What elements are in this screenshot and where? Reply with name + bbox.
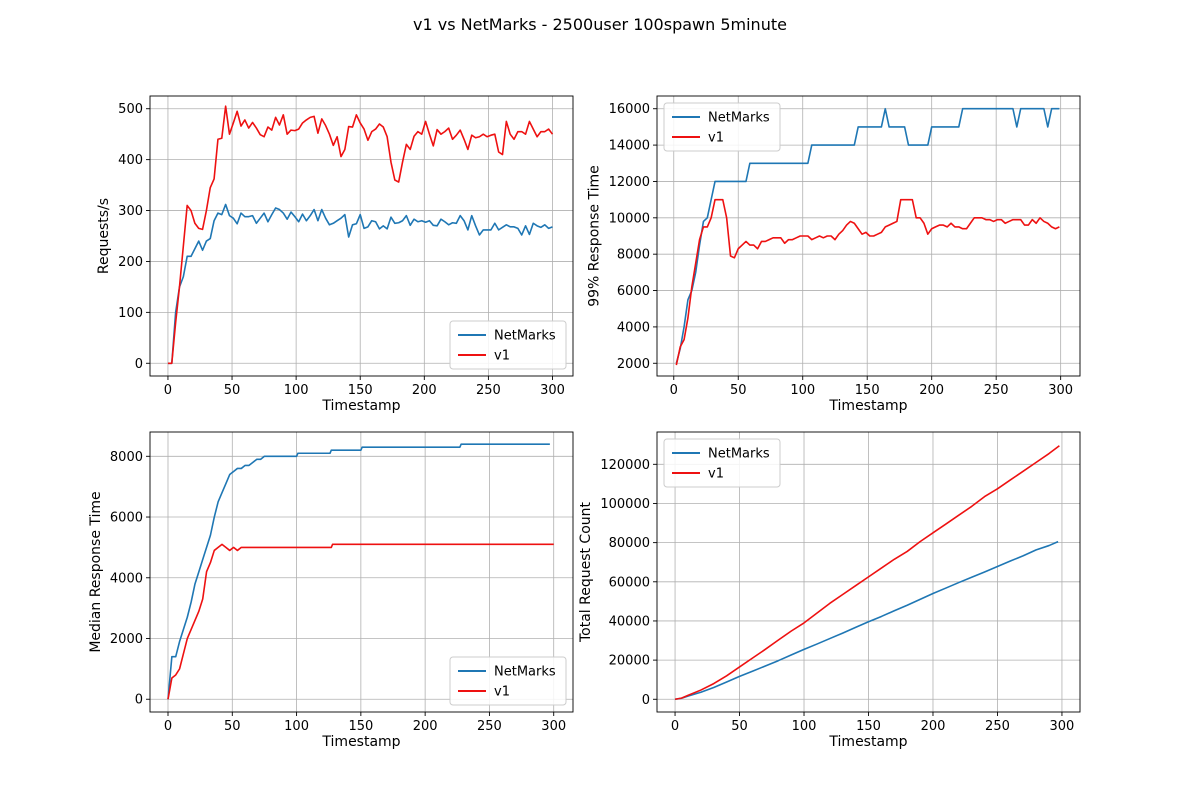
chart-rps-ytick-label-3: 300 [118,204,143,219]
chart-total-xtick-label-5: 250 [985,719,1010,734]
chart-rps-xtick-label-0: 0 [164,383,172,398]
chart-p99-ytick-label-0: 2000 [617,357,650,372]
chart-p99-ytick-label-6: 14000 [609,139,650,154]
chart-total-ylabel: Total Request Count [578,501,594,643]
chart-p99-ytick-label-5: 12000 [609,175,650,190]
chart-p99-legend-label-v1: v1 [708,131,724,146]
chart-median-xtick-label-5: 250 [477,719,502,734]
chart-total: 0 50 100 150 200 250 300 0 20000 40000 60000 80000 1… [578,432,1080,750]
chart-p99-xtick-label-6: 300 [1048,383,1073,398]
chart-median-xtick-label-3: 150 [348,719,373,734]
chart-total-legend-label-netmarks: NetMarks [708,447,770,462]
chart-median-legend-label-v1: v1 [494,685,510,700]
chart-rps-ytick-label-0: 0 [135,357,143,372]
chart-median-xtick-label-6: 300 [541,719,566,734]
chart-rps-legend-label-netmarks: NetMarks [494,329,556,344]
chart-total-ytick-label-4: 80000 [609,536,650,551]
chart-p99-series-v1-line [676,200,1059,365]
chart-rps-xtick-label-1: 50 [224,383,241,398]
chart-total-ytick-label-1: 20000 [609,654,650,669]
chart-total-ytick-label-3: 60000 [609,575,650,590]
chart-p99-legend-label-netmarks: NetMarks [708,111,770,126]
chart-median: 0 50 100 150 200 250 300 0 2000 4000 6000 8000 Times… [88,432,573,750]
chart-total-xtick-label-2: 100 [792,719,817,734]
chart-p99-xlabel: Timestamp [828,398,907,414]
chart-median-xtick-label-0: 0 [164,719,172,734]
chart-total-ytick-label-6: 120000 [600,458,650,473]
chart-p99-ytick-label-4: 10000 [609,211,650,226]
chart-rps-legend: NetMarks v1 [450,321,566,369]
chart-median-ytick-label-2: 4000 [110,571,143,586]
chart-rps: 0 50 100 150 200 250 300 0 100 200 300 400 500 Timest… [96,96,573,414]
chart-p99-ytick-label-3: 8000 [617,248,650,263]
chart-median-ytick-label-3: 6000 [110,511,143,526]
chart-total-legend: NetMarks v1 [664,439,780,487]
chart-p99-ytick-label-7: 16000 [609,102,650,117]
chart-p99: 0 50 100 150 200 250 300 2000 4000 6000 8000 10000 1… [587,96,1081,414]
chart-p99-xtick-label-4: 200 [919,383,944,398]
charts-layer: 0 50 100 150 200 250 3000100200300400500Timest… [88,96,1080,750]
chart-total-series-netmarks-line [675,542,1058,700]
chart-median-ylabel: Median Response Time [88,491,104,652]
chart-total-xtick-label-3: 150 [856,719,881,734]
chart-total-xtick-label-0: 0 [671,719,679,734]
chart-total-ytick-label-5: 100000 [600,497,650,512]
chart-median-xtick-label-4: 200 [413,719,438,734]
chart-rps-legend-label-v1: v1 [494,349,510,364]
chart-p99-xtick-label-5: 250 [984,383,1009,398]
chart-median-xtick-label-2: 100 [284,719,309,734]
chart-rps-xtick-label-6: 300 [540,383,565,398]
chart-p99-ylabel: 99% Response Time [587,165,603,307]
chart-median-legend: NetMarks v1 [450,657,566,705]
chart-p99-legend: NetMarks v1 [664,103,780,151]
chart-total-ytick-label-2: 40000 [609,614,650,629]
figure-title: v1 vs NetMarks - 2500user 100spawn 5minu… [413,15,787,34]
chart-p99-ytick-label-2: 6000 [617,284,650,299]
chart-rps-xlabel: Timestamp [321,398,400,414]
chart-total-ytick-label-0: 0 [642,693,650,708]
chart-p99-ytick-label-1: 4000 [617,320,650,335]
chart-rps-ytick-label-1: 100 [118,306,143,321]
chart-p99-xtick-label-1: 50 [730,383,747,398]
chart-total-legend-label-v1: v1 [708,467,724,482]
chart-rps-xtick-label-2: 100 [284,383,309,398]
chart-p99-xtick-label-0: 0 [670,383,678,398]
chart-median-xlabel: Timestamp [321,734,400,750]
chart-p99-xtick-label-2: 100 [790,383,815,398]
chart-rps-xtick-label-3: 150 [348,383,373,398]
chart-p99-xtick-label-3: 150 [855,383,880,398]
chart-rps-ytick-label-5: 500 [118,102,143,117]
chart-rps-ytick-label-2: 200 [118,255,143,270]
chart-rps-xtick-label-5: 250 [476,383,501,398]
chart-total-xtick-label-4: 200 [921,719,946,734]
chart-rps-ytick-label-4: 400 [118,153,143,168]
chart-median-ytick-label-1: 2000 [110,632,143,647]
chart-median-ytick-label-4: 8000 [110,450,143,465]
chart-rps-ylabel: Requests/s [96,198,112,274]
chart-total-xtick-label-6: 300 [1050,719,1075,734]
chart-median-ytick-label-0: 0 [135,693,143,708]
chart-total-xtick-label-1: 50 [731,719,748,734]
chart-total-xlabel: Timestamp [828,734,907,750]
chart-median-xtick-label-1: 50 [224,719,241,734]
chart-median-legend-label-netmarks: NetMarks [494,665,556,680]
chart-rps-xtick-label-4: 200 [412,383,437,398]
